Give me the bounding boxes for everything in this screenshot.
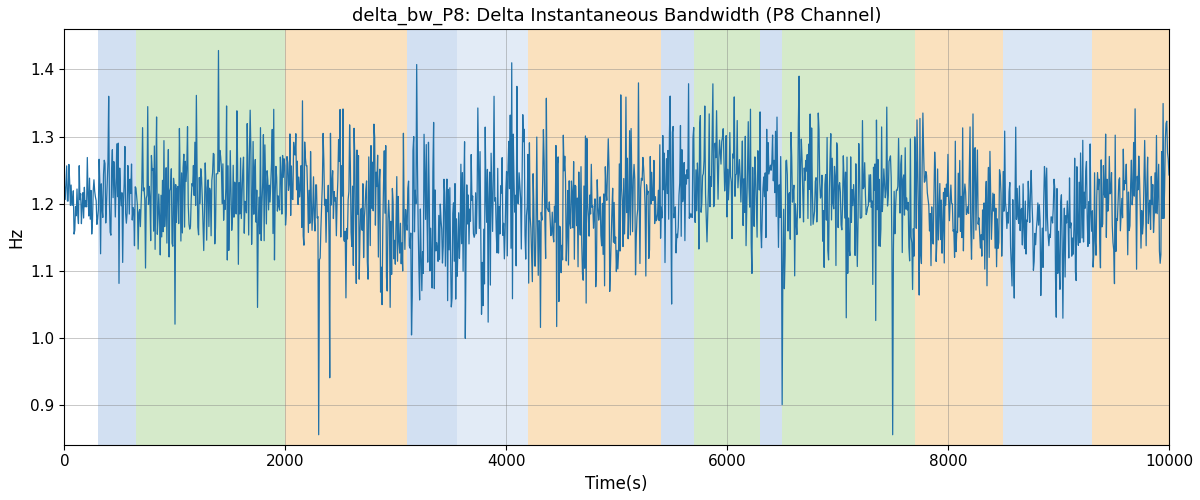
Bar [407, 30, 456, 445]
Bar [1003, 30, 1092, 445]
Title: delta_bw_P8: Delta Instantaneous Bandwidth (P8 Channel): delta_bw_P8: Delta Instantaneous Bandwid… [352, 7, 882, 25]
Bar [914, 30, 959, 445]
Bar [97, 30, 137, 445]
Bar [137, 30, 286, 445]
Bar [694, 30, 761, 445]
Bar [286, 30, 407, 445]
Bar [959, 30, 1003, 445]
Bar [456, 30, 528, 445]
Bar [782, 30, 914, 445]
X-axis label: Time(s): Time(s) [586, 475, 648, 493]
Bar [1092, 30, 1169, 445]
Bar [528, 30, 661, 445]
Bar [761, 30, 782, 445]
Bar [661, 30, 694, 445]
Y-axis label: Hz: Hz [7, 226, 25, 248]
